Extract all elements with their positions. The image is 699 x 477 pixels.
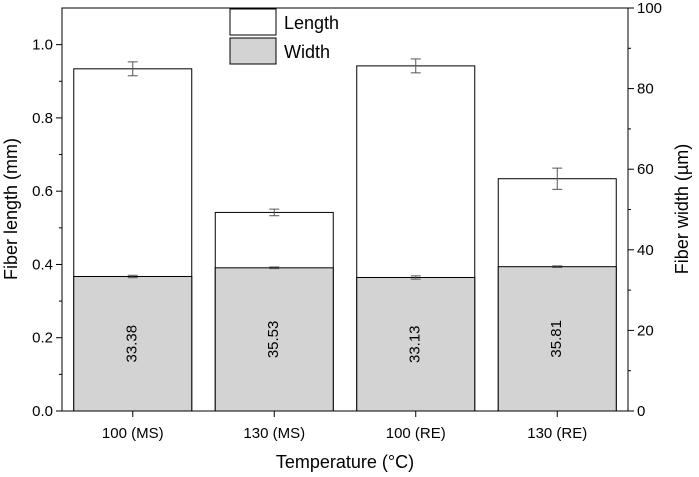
error-bar xyxy=(410,275,421,280)
legend-swatch-width xyxy=(229,37,277,65)
legend-label-width: Width xyxy=(284,42,330,62)
x-tick-label: 100 (RE) xyxy=(386,425,446,442)
left-tick-label: 0.0 xyxy=(32,403,53,420)
right-axis-title: Fiber width (µm) xyxy=(672,144,692,274)
width-bars xyxy=(73,266,617,412)
error-bar xyxy=(552,167,563,190)
legend-swatch-length xyxy=(229,8,277,36)
width-bar xyxy=(73,275,193,412)
right-tick-label: 60 xyxy=(637,161,654,178)
width-bar xyxy=(214,267,334,412)
left-tick-label: 0.6 xyxy=(32,183,53,200)
right-tick-label: 0 xyxy=(637,403,645,420)
error-bar xyxy=(127,61,138,77)
left-axis: 0.0 0.2 0.4 0.6 0.8 1.0 xyxy=(32,37,62,420)
left-tick-label: 0.8 xyxy=(32,110,53,127)
error-bars xyxy=(127,58,563,280)
x-axis: 100 (MS) 130 (MS) 100 (RE) 130 (RE) xyxy=(102,411,587,442)
width-data-label: 35.53 xyxy=(265,321,282,359)
legend-label-length: Length xyxy=(284,13,339,33)
width-bar xyxy=(497,266,617,412)
error-bar xyxy=(127,274,138,279)
right-tick-label: 100 xyxy=(637,0,662,17)
right-axis: 0 20 40 60 80 100 xyxy=(628,0,662,420)
x-axis-title: Temperature (°C) xyxy=(276,452,414,472)
right-tick-label: 20 xyxy=(637,322,654,339)
right-tick-label: 80 xyxy=(637,81,654,98)
width-data-label: 35.81 xyxy=(548,320,565,358)
x-tick-label: 100 (MS) xyxy=(102,425,164,442)
x-tick-label: 130 (RE) xyxy=(527,425,587,442)
left-tick-label: 0.2 xyxy=(32,330,53,347)
left-tick-label: 0.4 xyxy=(32,256,53,273)
error-bar xyxy=(269,266,280,270)
error-bar xyxy=(552,265,563,268)
right-tick-label: 40 xyxy=(637,242,654,259)
width-data-label: 33.13 xyxy=(407,325,424,363)
legend: Length Width xyxy=(229,8,339,65)
x-tick-label: 130 (MS) xyxy=(243,425,305,442)
left-axis-title: Fiber length (mm) xyxy=(1,138,21,280)
left-tick-label: 1.0 xyxy=(32,37,53,54)
error-bar xyxy=(269,208,280,217)
error-bar xyxy=(410,58,421,74)
width-data-label: 33.38 xyxy=(124,325,141,363)
width-data-labels: 33.38 35.53 33.13 35.81 xyxy=(124,320,566,363)
